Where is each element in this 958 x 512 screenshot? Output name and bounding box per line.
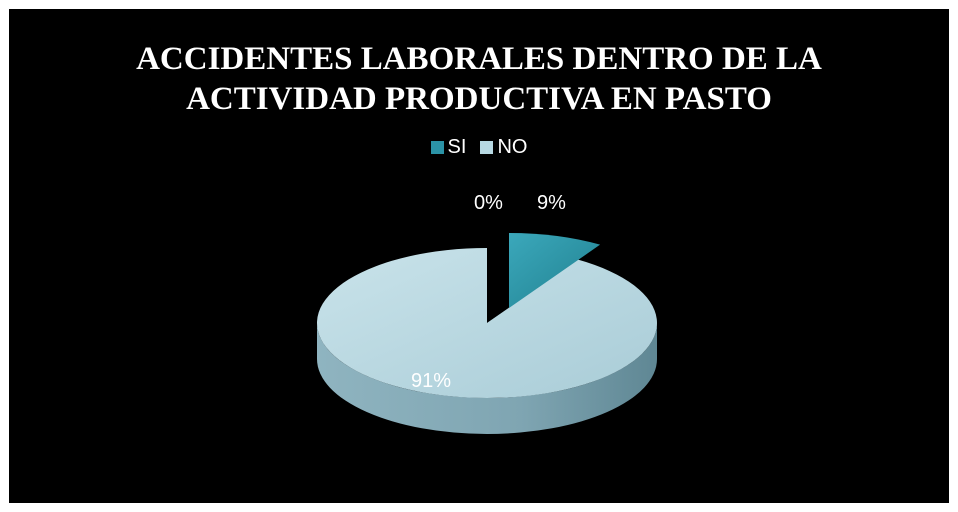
legend-label-si: SI — [447, 136, 467, 158]
chart-legend: SI NO — [9, 136, 949, 159]
legend-entry-si: SI — [430, 136, 467, 159]
pie-chart: 9% 0% 91% — [316, 192, 657, 434]
chart-title: ACCIDENTES LABORALES DENTRO DE LA ACTIVI… — [9, 39, 949, 119]
data-label-no: 91% — [411, 370, 451, 392]
pie-slice-no — [316, 247, 657, 398]
pie-slice-side-no-0 — [317, 323, 657, 434]
chart-area: ACCIDENTES LABORALES DENTRO DE LA ACTIVI… — [9, 9, 949, 503]
data-label-zero: 0% — [474, 192, 503, 214]
pie-slice-si — [509, 233, 601, 308]
legend-label-no: NO — [497, 136, 528, 158]
legend-swatch-no — [480, 141, 494, 154]
legend-swatch-si — [430, 141, 444, 154]
legend-entry-no: NO — [480, 136, 527, 159]
chart-title-line-1: ACCIDENTES LABORALES DENTRO DE LA — [136, 41, 822, 77]
data-label-si: 9% — [537, 192, 566, 214]
chart-title-line-2: ACTIVIDAD PRODUCTIVA EN PASTO — [186, 81, 772, 117]
